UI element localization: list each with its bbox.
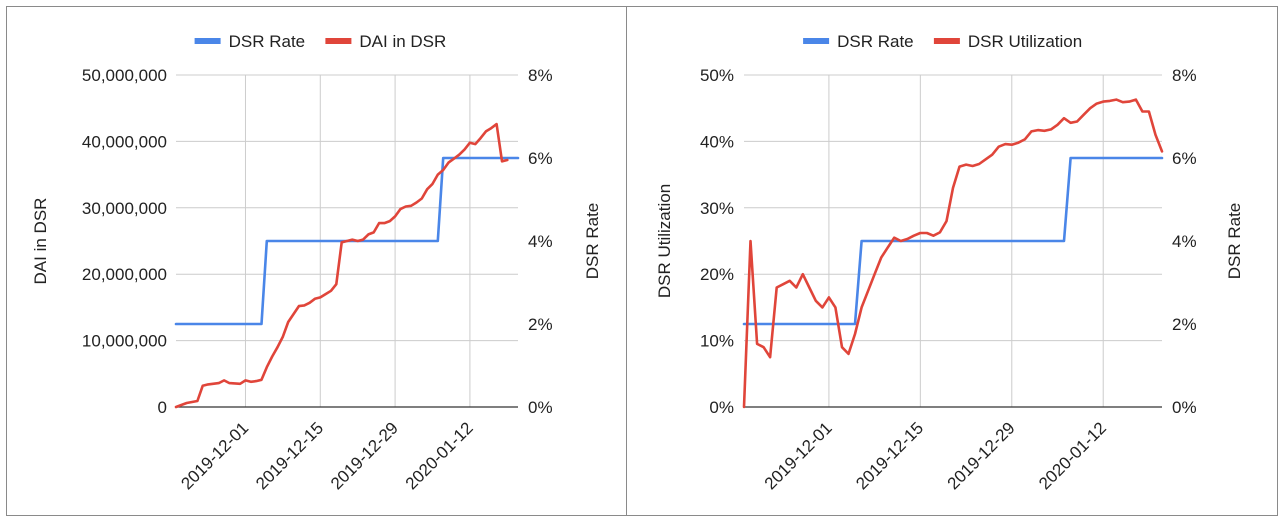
y2-tick-label: 0% [528, 398, 553, 417]
series-line-dsr-rate [742, 156, 1164, 326]
x-tick-label: 2019-12-29 [327, 418, 402, 493]
y-tick-label: 50% [700, 66, 734, 85]
x-tick-label: 2019-12-01 [177, 418, 252, 493]
x-tick-label: 2020-01-12 [1035, 418, 1110, 493]
y-tick-label: 10% [700, 332, 734, 351]
legend-label: DSR Utilization [968, 32, 1082, 51]
y2-tick-label: 8% [528, 66, 553, 85]
legend-swatch [933, 38, 960, 44]
y-axis-title: DSR Utilization [655, 184, 674, 298]
legend: DSR Rate DAI in DSR [194, 32, 446, 51]
legend-label: DSR Rate [229, 32, 306, 51]
legend-swatch [803, 38, 830, 44]
y-tick-label: 20% [700, 265, 734, 284]
y2-tick-label: 6% [1172, 149, 1197, 168]
legend-swatch [325, 38, 352, 44]
y-tick-label: 0 [158, 398, 167, 417]
y2-tick-label: 6% [528, 149, 553, 168]
chart-1: 0 10,000,000 20,000,000 30,000,000 40,000,00… [31, 32, 602, 493]
x-tick-label: 2020-01-12 [402, 418, 477, 493]
y2-tick-label: 4% [1172, 232, 1197, 251]
chart-2: 0%10%20%30%40%50%0%2%4%6%8%2019-12-01 201… [655, 32, 1244, 493]
x-tick-label: 2019-12-15 [252, 418, 327, 493]
chart-frame [6, 6, 1278, 516]
y2-tick-label: 2% [1172, 315, 1197, 334]
y-tick-label: 10,000,000 [82, 332, 167, 351]
legend-swatch [194, 38, 221, 44]
x-tick-label: 2019-12-01 [761, 418, 836, 493]
x-tick-label: 2019-12-15 [852, 418, 927, 493]
y-tick-label: 50,000,000 [82, 66, 167, 85]
panel-divider [626, 6, 627, 516]
y-tick-label: 40% [700, 132, 734, 151]
series-line-dsr-utilization [742, 98, 1164, 409]
y2-axis-title: DSR Rate [1225, 203, 1244, 280]
series-line-dai-in-dsr [174, 122, 509, 409]
y2-tick-label: 0% [1172, 398, 1197, 417]
y-tick-label: 30% [700, 199, 734, 218]
y2-tick-label: 8% [1172, 66, 1197, 85]
legend-label: DAI in DSR [359, 32, 446, 51]
y-tick-label: 0% [709, 398, 734, 417]
y-tick-label: 30,000,000 [82, 199, 167, 218]
y2-axis-title: DSR Rate [583, 203, 602, 280]
y-tick-label: 40,000,000 [82, 132, 167, 151]
x-tick-label: 2019-12-29 [944, 418, 1019, 493]
y-tick-label: 20,000,000 [82, 265, 167, 284]
legend-label: DSR Rate [837, 32, 914, 51]
y2-tick-label: 2% [528, 315, 553, 334]
legend: DSR Rate DSR Utilization [803, 32, 1082, 51]
y-axis-title: DAI in DSR [31, 198, 50, 285]
y2-tick-label: 4% [528, 232, 553, 251]
